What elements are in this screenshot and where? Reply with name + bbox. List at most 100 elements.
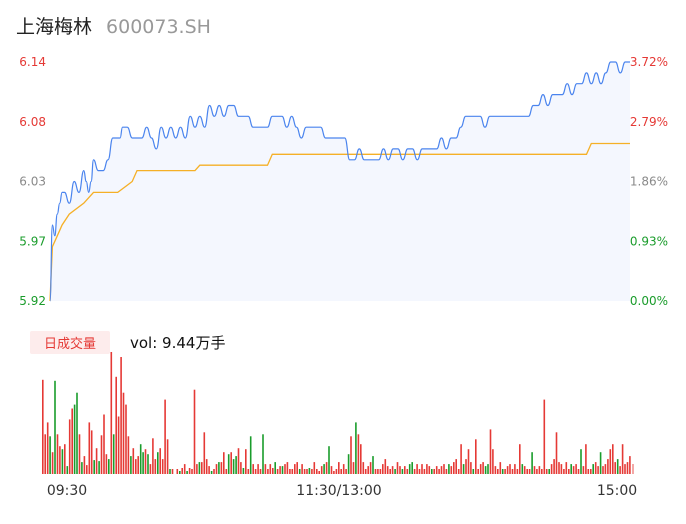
volume-bar bbox=[362, 462, 365, 474]
volume-bar bbox=[602, 466, 604, 474]
volume-bar bbox=[240, 462, 242, 474]
volume-bar bbox=[433, 469, 435, 474]
volume-bar bbox=[296, 462, 298, 474]
volume-bar bbox=[563, 469, 565, 474]
volume-bar bbox=[462, 464, 465, 474]
volume-bar bbox=[110, 352, 113, 474]
y-tick-right: 0.00% bbox=[630, 294, 668, 308]
volume-bar bbox=[313, 462, 316, 474]
volume-bar bbox=[269, 464, 272, 474]
volume-bar bbox=[333, 471, 335, 474]
volume-bar bbox=[340, 469, 342, 474]
volume-bar bbox=[210, 471, 213, 474]
volume-bar bbox=[443, 464, 445, 474]
volume-bar bbox=[609, 449, 612, 474]
volume-bar bbox=[418, 469, 421, 474]
volume-bar bbox=[553, 459, 555, 474]
volume-bar bbox=[205, 459, 208, 474]
volume-bar bbox=[345, 469, 347, 474]
volume-bar bbox=[291, 469, 294, 474]
volume-bar bbox=[276, 469, 279, 474]
volume-bar bbox=[413, 469, 416, 474]
volume-bar bbox=[103, 414, 105, 474]
volume-bar bbox=[519, 444, 521, 474]
volume-bar bbox=[152, 438, 154, 474]
volume-bars bbox=[42, 352, 634, 474]
volume-bar bbox=[245, 449, 247, 474]
volume-bar bbox=[423, 469, 426, 474]
volume-bar bbox=[44, 434, 46, 474]
volume-bar bbox=[523, 466, 526, 474]
volume-bar bbox=[320, 466, 323, 474]
volume-bar bbox=[157, 452, 159, 474]
volume-bar bbox=[575, 464, 577, 474]
volume-bar bbox=[526, 469, 528, 474]
volume-bar bbox=[594, 462, 597, 474]
volume-bar bbox=[350, 436, 352, 474]
volume-bar bbox=[492, 449, 494, 474]
volume-bar bbox=[56, 434, 59, 474]
volume-bar bbox=[286, 462, 289, 474]
volume-bar bbox=[289, 469, 291, 474]
volume-bar bbox=[426, 464, 428, 474]
volume-bar bbox=[176, 469, 179, 474]
volume-bar bbox=[384, 459, 387, 474]
y-tick-right: 3.72% bbox=[630, 55, 668, 69]
volume-bar bbox=[379, 469, 382, 474]
volume-bar bbox=[196, 464, 198, 474]
volume-bar bbox=[76, 392, 78, 474]
y-tick-left: 6.03 bbox=[19, 175, 46, 189]
volume-bar bbox=[154, 459, 157, 474]
volume-bar bbox=[213, 469, 215, 474]
volume-bar bbox=[489, 429, 492, 474]
volume-bar bbox=[626, 462, 629, 474]
volume-readout: vol: 9.44万手 bbox=[130, 334, 226, 352]
volume-bar bbox=[632, 464, 634, 474]
volume-bar bbox=[54, 380, 56, 474]
volume-bar bbox=[306, 469, 308, 474]
volume-bar bbox=[166, 439, 169, 474]
volume-bar bbox=[560, 464, 563, 474]
volume-bar bbox=[249, 436, 252, 474]
volume-bar bbox=[232, 459, 235, 474]
volume-bar bbox=[467, 449, 470, 474]
volume-bar bbox=[247, 469, 250, 474]
volume-bar bbox=[364, 469, 367, 474]
volume-bar bbox=[274, 462, 276, 474]
volume-bar bbox=[311, 469, 313, 474]
volume-bar bbox=[71, 408, 73, 474]
volume-bar bbox=[516, 469, 519, 474]
volume-bar bbox=[235, 456, 237, 474]
volume-bar bbox=[477, 469, 479, 474]
volume-bar bbox=[262, 434, 264, 474]
volume-bar bbox=[61, 449, 64, 474]
volume-bar bbox=[391, 466, 394, 474]
volume-bar bbox=[201, 462, 203, 474]
volume-bar bbox=[457, 469, 460, 474]
x-tick: 09:30 bbox=[47, 483, 87, 499]
volume-bar bbox=[528, 469, 531, 474]
volume-bar bbox=[179, 471, 181, 474]
volume-bar bbox=[538, 466, 541, 474]
volume-bar bbox=[604, 464, 607, 474]
volume-bar bbox=[550, 464, 553, 474]
average-price-line bbox=[49, 142, 630, 302]
volume-bar bbox=[382, 464, 384, 474]
volume-bar bbox=[592, 464, 594, 474]
volume-bar bbox=[139, 444, 142, 474]
volume-bar bbox=[169, 469, 171, 474]
volume-bar bbox=[411, 462, 413, 474]
volume-bar bbox=[514, 464, 516, 474]
volume-bar bbox=[137, 456, 139, 474]
volume-bar bbox=[389, 469, 391, 474]
volume-bar bbox=[117, 416, 120, 474]
volume-bar bbox=[171, 469, 174, 474]
volume-bar bbox=[112, 434, 115, 474]
volume-bar bbox=[125, 404, 127, 474]
volume-bar bbox=[188, 468, 191, 474]
daily-volume-tab[interactable]: 日成交量 bbox=[30, 331, 110, 354]
volume-bar bbox=[568, 469, 570, 474]
volume-bar bbox=[193, 389, 196, 474]
volume-bar bbox=[372, 456, 374, 474]
stock-name: 上海梅林 bbox=[16, 16, 93, 38]
